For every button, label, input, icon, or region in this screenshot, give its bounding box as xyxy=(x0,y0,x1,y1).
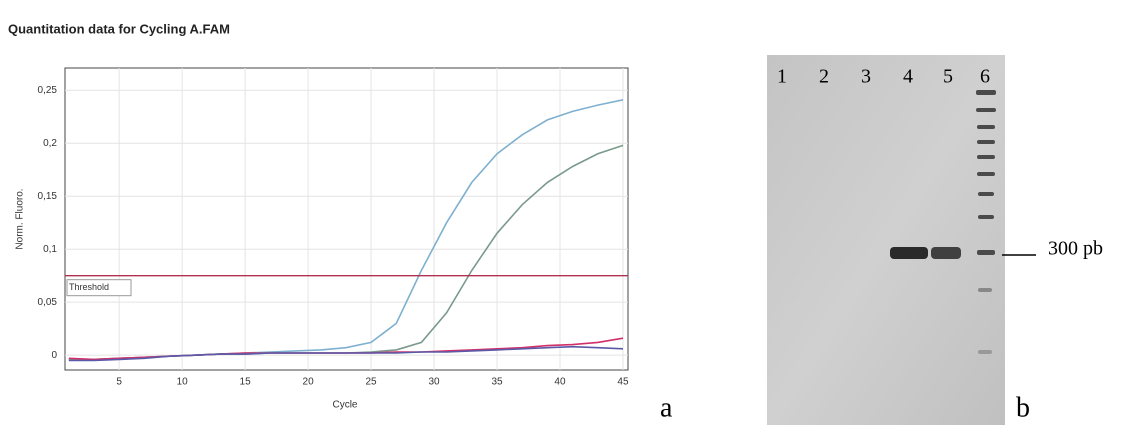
x-tick-label: 10 xyxy=(177,377,189,388)
plot-frame xyxy=(65,68,628,370)
panel-label: a xyxy=(660,392,673,423)
y-tick-label: 0,15 xyxy=(38,191,58,202)
x-tick-label: 30 xyxy=(428,377,440,388)
y-tick-label: 0 xyxy=(51,350,57,361)
lane-label: 4 xyxy=(903,66,913,88)
y-tick-label: 0,2 xyxy=(43,138,57,149)
lane-label: 3 xyxy=(861,66,871,88)
lane-label: 5 xyxy=(943,66,953,88)
gel-image xyxy=(767,55,1036,425)
x-tick-label: 35 xyxy=(491,377,503,388)
figure: Quantitation data for Cycling A.FAM Cycl… xyxy=(0,0,1134,425)
x-tick-label: 5 xyxy=(116,377,122,388)
panel-label: b xyxy=(1016,392,1030,423)
y-tick-label: 0,1 xyxy=(43,244,57,255)
x-tick-label: 40 xyxy=(554,377,566,388)
y-tick-label: 0,05 xyxy=(38,297,58,308)
chart-title: Quantitation data for Cycling A.FAM xyxy=(8,21,230,36)
y-axis-label: Norm. Fluoro. xyxy=(15,188,26,249)
x-axis-label: Cycle xyxy=(332,400,357,411)
x-tick-label: 20 xyxy=(303,377,315,388)
marker-label: 300 pb xyxy=(1048,238,1103,260)
x-tick-label: 15 xyxy=(240,377,252,388)
x-tick-label: 45 xyxy=(617,377,629,388)
lane-label: 2 xyxy=(819,66,829,88)
y-tick-label: 0,25 xyxy=(38,85,58,96)
x-tick-label: 25 xyxy=(365,377,377,388)
threshold-label: Threshold xyxy=(69,282,109,292)
lane-label: 6 xyxy=(980,66,990,88)
lane-label: 1 xyxy=(777,66,787,88)
